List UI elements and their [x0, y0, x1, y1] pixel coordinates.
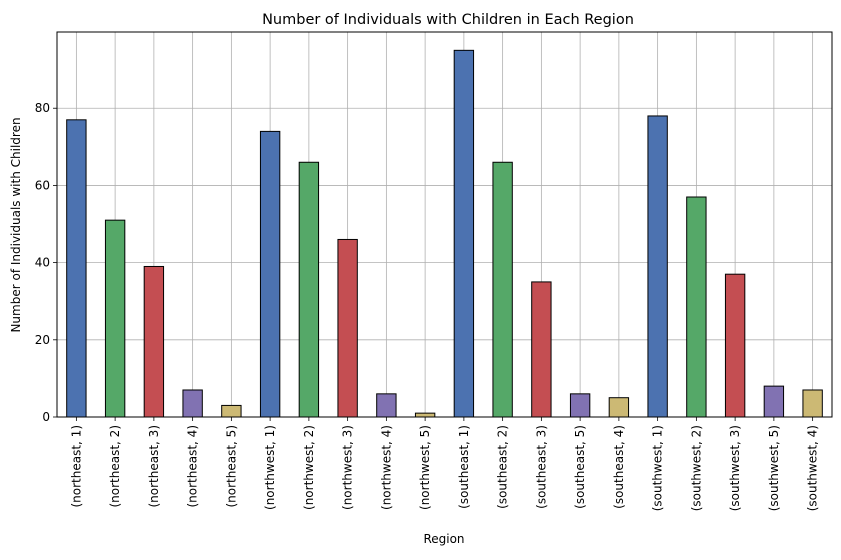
x-axis-label: Region	[423, 532, 464, 546]
bar	[66, 119, 87, 418]
x-tick-label: (northeast, 3)	[147, 425, 161, 508]
bars	[66, 49, 823, 418]
bar	[569, 393, 591, 418]
bar	[453, 49, 475, 418]
y-tick-label: 80	[35, 101, 50, 115]
x-tick-label: (northeast, 4)	[186, 425, 200, 508]
x-tick-label: (northwest, 5)	[418, 425, 432, 510]
y-tick-label: 0	[42, 410, 50, 424]
bar	[376, 393, 397, 418]
bar	[182, 389, 203, 418]
bar	[259, 130, 281, 418]
x-tick-label: (southwest, 5)	[767, 425, 781, 511]
x-tick-label: (northeast, 1)	[69, 425, 83, 508]
x-tick-label: (northwest, 3)	[341, 425, 355, 510]
bar	[221, 404, 242, 418]
axes: 0 20 40 60 80 (northeast, 1) (northeast, 2) (no…	[35, 31, 833, 511]
x-tick-label: (southwest, 3)	[728, 425, 742, 511]
x-tick-label: (southeast, 2)	[496, 425, 510, 509]
x-tick-label: (northwest, 2)	[302, 425, 316, 510]
bar	[414, 412, 436, 418]
y-tick-label: 20	[35, 333, 50, 347]
grid-lines	[57, 32, 832, 418]
y-tick-label: 60	[35, 178, 50, 192]
x-tick-label: (northeast, 5)	[224, 425, 238, 508]
bar	[686, 196, 707, 418]
x-tick-label: (northwest, 1)	[263, 425, 277, 510]
bar	[492, 161, 513, 418]
bar	[763, 385, 785, 418]
y-axis-label: Number of Individuals with Children	[9, 117, 23, 332]
x-tick-label: (southwest, 2)	[689, 425, 703, 511]
bar	[802, 389, 823, 418]
x-tick-label: (southwest, 1)	[651, 425, 665, 511]
x-tick-label: (northeast, 2)	[108, 425, 122, 508]
x-tick-label: (northwest, 4)	[379, 425, 393, 510]
x-tick-label: (southwest, 4)	[806, 425, 820, 511]
x-tick-label: (southeast, 1)	[457, 425, 471, 509]
x-tick-label: (southeast, 5)	[573, 425, 587, 509]
bar	[531, 281, 552, 418]
plot-frame	[56, 31, 833, 418]
bar	[337, 238, 358, 418]
y-tick-label: 40	[35, 256, 50, 270]
bar	[608, 397, 630, 418]
bar	[647, 115, 668, 418]
bar	[724, 273, 746, 418]
bar	[298, 161, 320, 418]
bar	[143, 265, 165, 418]
x-tick-label: (southeast, 4)	[612, 425, 626, 509]
chart-title: Number of Individuals with Children in E…	[262, 12, 634, 28]
bar	[104, 219, 126, 418]
x-tick-label: (southeast, 3)	[534, 425, 548, 509]
